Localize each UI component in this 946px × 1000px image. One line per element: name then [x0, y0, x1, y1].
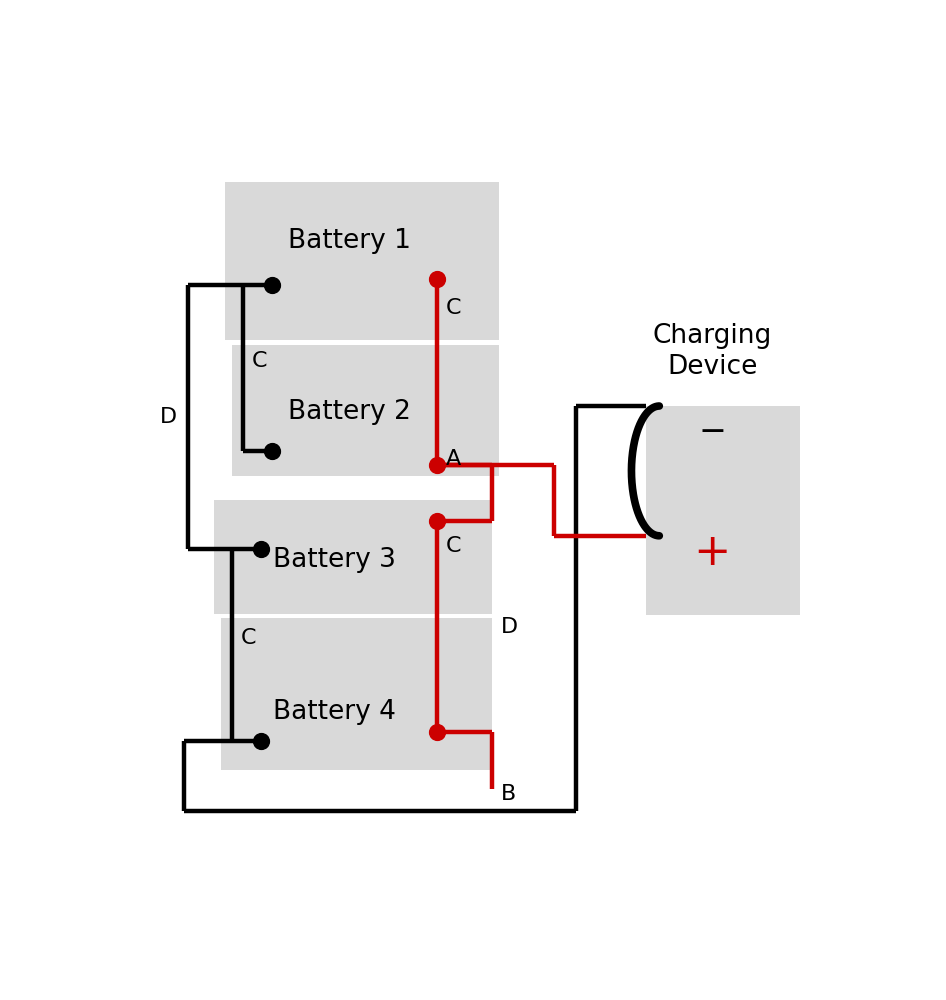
Text: D: D: [160, 407, 177, 427]
Bar: [224, 182, 499, 340]
Text: Battery 4: Battery 4: [273, 699, 396, 725]
Text: C: C: [240, 628, 256, 648]
Point: [429, 724, 445, 740]
Text: D: D: [501, 617, 518, 637]
Text: Battery 1: Battery 1: [288, 228, 411, 254]
Point: [265, 443, 280, 459]
Text: C: C: [446, 298, 462, 318]
Text: A: A: [446, 449, 462, 469]
Text: Battery 2: Battery 2: [288, 399, 411, 425]
Bar: [232, 345, 499, 476]
Point: [265, 277, 280, 293]
Text: +: +: [693, 531, 731, 574]
Point: [429, 513, 445, 529]
Text: Device: Device: [667, 354, 758, 380]
Text: Charging: Charging: [653, 323, 772, 349]
Text: −: −: [698, 415, 727, 448]
Point: [429, 457, 445, 473]
Bar: [220, 618, 492, 770]
Text: C: C: [252, 351, 267, 371]
Bar: [646, 406, 800, 615]
Text: Battery 3: Battery 3: [273, 547, 396, 573]
Bar: [214, 500, 492, 614]
Text: B: B: [501, 784, 517, 804]
Point: [254, 541, 269, 557]
Text: C: C: [446, 536, 462, 556]
Point: [429, 271, 445, 287]
Point: [254, 733, 269, 749]
